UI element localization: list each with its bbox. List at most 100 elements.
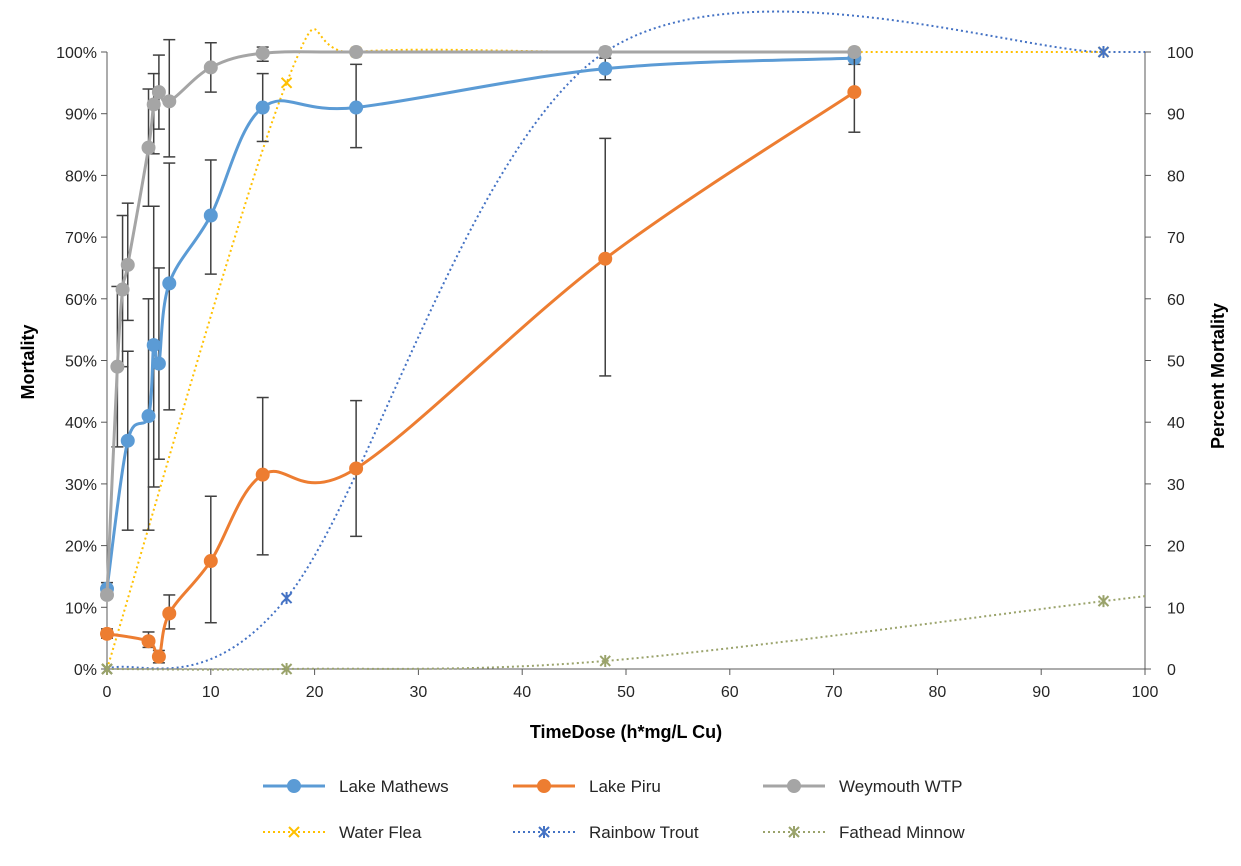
data-point	[203, 554, 218, 569]
data-point	[1097, 595, 1110, 608]
data-point	[151, 649, 166, 664]
legend-label: Fathead Minnow	[839, 823, 965, 842]
series-lake-piru	[100, 51, 862, 664]
data-point	[146, 338, 161, 353]
series-lake-mathews	[100, 51, 862, 596]
y2-tick-label: 0	[1167, 662, 1176, 679]
y-tick-label: 50%	[65, 354, 97, 371]
legend-item-fathead-minnow: Fathead Minnow	[763, 823, 965, 842]
legend-label: Water Flea	[339, 823, 422, 842]
y2-tick-label: 50	[1167, 354, 1185, 371]
y2-tick-label: 60	[1167, 292, 1185, 309]
y2-tick-label: 30	[1167, 477, 1185, 494]
legend-item-lake-mathews: Lake Mathews	[263, 777, 449, 796]
y2-axis-title: Percent Mortality	[1208, 303, 1228, 449]
data-point	[162, 94, 177, 109]
data-point	[151, 85, 166, 100]
y-tick-label: 40%	[65, 415, 97, 432]
data-point	[280, 77, 293, 89]
y2-tick-label: 90	[1167, 107, 1185, 124]
data-point	[280, 663, 293, 675]
series-line	[106, 90, 856, 659]
data-point	[162, 606, 177, 621]
series-fathead-minnow	[101, 595, 1146, 675]
x-tick-label: 20	[306, 684, 324, 701]
data-point	[115, 282, 130, 297]
data-point	[203, 208, 218, 223]
legend-item-lake-piru: Lake Piru	[513, 777, 661, 796]
data-point	[847, 85, 862, 100]
data-point	[101, 663, 113, 675]
y-tick-label: 80%	[65, 168, 97, 185]
y2-tick-label: 80	[1167, 168, 1185, 185]
legend-marker	[787, 779, 801, 793]
x-tick-label: 40	[513, 684, 531, 701]
data-point	[120, 433, 135, 448]
series-line	[105, 56, 855, 589]
x-tick-label: 60	[721, 684, 739, 701]
legend-marker	[288, 826, 300, 838]
data-point	[110, 359, 125, 374]
data-point	[255, 467, 270, 482]
data-point	[1097, 46, 1110, 58]
x-tick-label: 50	[617, 684, 635, 701]
marker-stroke	[288, 826, 300, 838]
legend-marker	[538, 826, 550, 838]
x-tick-label: 80	[929, 684, 947, 701]
data-point	[203, 60, 218, 75]
data-point	[598, 61, 613, 76]
y-tick-label: 60%	[65, 292, 97, 309]
y-tick-label: 20%	[65, 539, 97, 556]
legend-item-rainbow-trout: Rainbow Trout	[513, 823, 699, 842]
data-point	[100, 587, 114, 602]
y2-tick-label: 100	[1167, 45, 1194, 62]
legend-marker	[287, 779, 301, 793]
series-line	[106, 10, 1104, 670]
data-point	[255, 100, 270, 115]
y2-tick-label: 70	[1167, 230, 1185, 247]
series-line	[106, 600, 1104, 671]
data-point	[146, 97, 161, 112]
data-point	[100, 626, 114, 641]
y-tick-label: 100%	[56, 45, 97, 62]
x-tick-label: 30	[410, 684, 428, 701]
series-water-flea	[101, 28, 1145, 675]
data-point	[349, 100, 364, 115]
data-point	[349, 461, 364, 476]
x-axis-title: TimeDose (h*mg/L Cu)	[530, 722, 722, 742]
data-point	[598, 251, 613, 266]
y-tick-label: 30%	[65, 477, 97, 494]
data-point	[349, 45, 364, 59]
x-tick-label: 10	[202, 684, 220, 701]
legend-label: Rainbow Trout	[589, 823, 699, 842]
legend-label: Lake Mathews	[339, 777, 449, 796]
y-tick-label: 10%	[65, 600, 97, 617]
data-point	[141, 634, 156, 649]
marker-stroke	[280, 77, 293, 89]
legend-item-water-flea: Water Flea	[263, 823, 422, 842]
series-weymouth-wtp	[100, 38, 862, 602]
series-line	[106, 28, 1104, 670]
data-point	[120, 257, 135, 272]
data-point	[598, 45, 613, 59]
x-tick-label: 90	[1032, 684, 1050, 701]
series-layer	[100, 10, 1146, 675]
axes-layer: 0 10 20 30 40 50 60 70 80 90 1000%10%20%30%40%50%6…	[56, 45, 1194, 701]
x-tick-label: 0	[103, 684, 112, 701]
data-point	[599, 654, 611, 667]
series-line	[105, 50, 855, 596]
y-tick-label: 90%	[65, 107, 97, 124]
legend-marker	[537, 779, 551, 793]
legend-marker	[788, 826, 800, 838]
y2-tick-label: 40	[1167, 415, 1185, 432]
x-tick-label: 70	[825, 684, 843, 701]
y2-tick-label: 20	[1167, 539, 1185, 556]
y-tick-label: 0%	[74, 662, 97, 679]
legend-label: Lake Piru	[589, 777, 661, 796]
data-point	[255, 46, 270, 61]
data-point	[141, 409, 156, 424]
legend-item-weymouth-wtp: Weymouth WTP	[763, 777, 962, 796]
y2-tick-label: 10	[1167, 600, 1185, 617]
